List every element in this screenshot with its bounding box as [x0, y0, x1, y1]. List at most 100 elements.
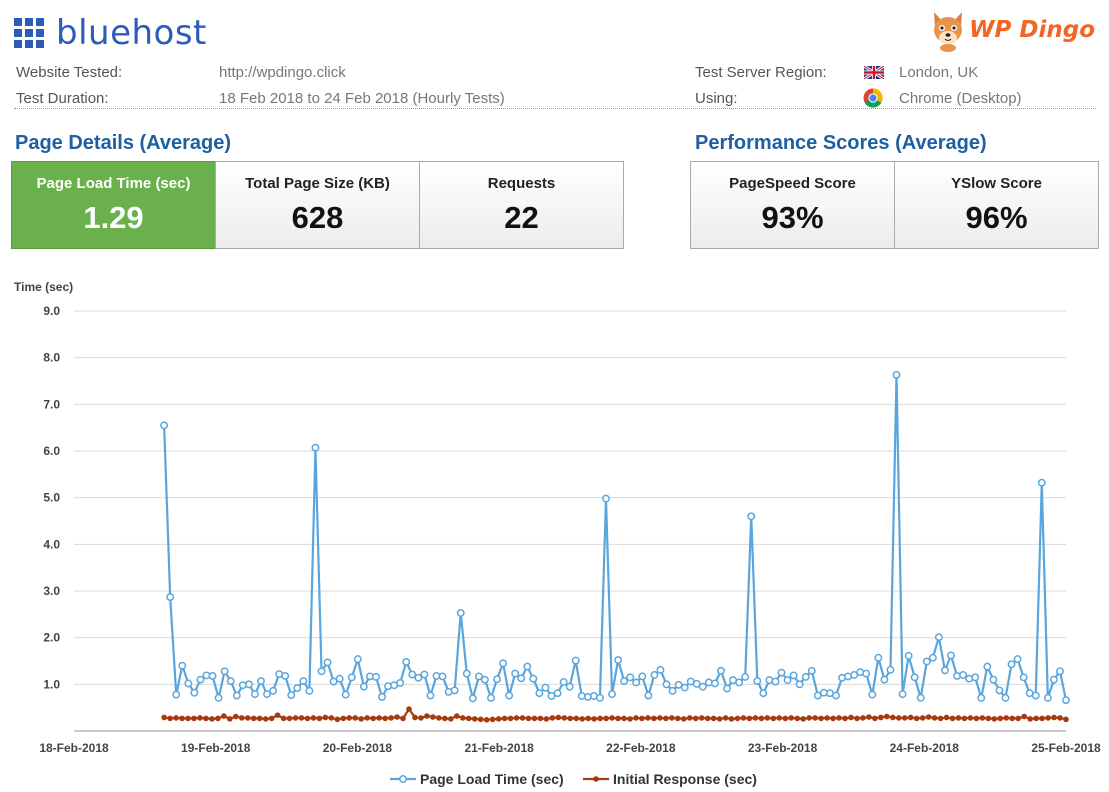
- data-point: [537, 715, 544, 722]
- data-point: [783, 676, 792, 685]
- data-point: [603, 715, 609, 722]
- data-point: [728, 716, 735, 722]
- data-point: [340, 715, 347, 722]
- y-tick-label: 9.0: [43, 304, 60, 318]
- data-point: [947, 651, 955, 660]
- data-point: [710, 679, 719, 688]
- data-point: [465, 715, 472, 722]
- data-point: [430, 714, 436, 720]
- data-point: [880, 675, 889, 684]
- data-point: [1033, 715, 1039, 722]
- data-point: [595, 693, 604, 702]
- data-point: [316, 715, 323, 722]
- data-point: [402, 657, 411, 666]
- data-point: [424, 713, 430, 719]
- data-point: [910, 673, 919, 682]
- card-label: Total Page Size (KB): [245, 175, 390, 192]
- x-tick-label: 21-Feb-2018: [464, 741, 534, 755]
- data-point: [517, 674, 526, 683]
- data-point: [824, 715, 830, 721]
- data-point: [505, 691, 514, 700]
- data-point: [388, 715, 394, 721]
- data-point: [559, 678, 568, 686]
- data-point: [913, 715, 920, 722]
- data-point: [346, 715, 353, 721]
- data-point: [525, 715, 532, 722]
- data-point: [668, 686, 677, 695]
- data-point: [412, 714, 418, 721]
- data-point: [925, 714, 932, 720]
- data-point: [937, 715, 944, 722]
- card-value: 96%: [965, 200, 1028, 235]
- data-point: [474, 672, 483, 681]
- data-point: [995, 686, 1004, 695]
- test-duration-label: Test Duration:: [16, 90, 109, 107]
- x-tick-label: 20-Feb-2018: [323, 741, 393, 755]
- y-tick-label: 7.0: [43, 397, 60, 411]
- data-point: [961, 715, 968, 722]
- data-point: [573, 715, 580, 722]
- data-point: [555, 714, 562, 721]
- data-point: [621, 715, 627, 722]
- data-point: [328, 715, 335, 721]
- data-point: [717, 666, 725, 675]
- data-point: [334, 716, 341, 723]
- data-point: [287, 691, 296, 700]
- data-point: [250, 715, 257, 722]
- load-time-chart: Time (sec) 9.0 8.0 7.0 6.0 5.0 4.0 3.0 2.0 1.0 1…: [14, 280, 1101, 787]
- data-point: [680, 716, 687, 722]
- data-point: [734, 715, 741, 722]
- data-point: [615, 715, 621, 722]
- brand-name: bluehost: [56, 13, 207, 53]
- data-point: [1049, 675, 1058, 684]
- data-point: [862, 669, 871, 678]
- card-label: YSlow Score: [951, 175, 1042, 192]
- data-point: [692, 715, 699, 722]
- data-point: [535, 689, 544, 698]
- data-point: [638, 672, 647, 681]
- data-point: [161, 714, 167, 721]
- card-value: 22: [504, 200, 539, 235]
- data-point: [657, 715, 663, 721]
- legend-marker: [593, 776, 599, 782]
- data-point: [830, 715, 836, 722]
- data-point: [280, 715, 287, 722]
- data-point: [477, 716, 484, 723]
- y-tick-label: 4.0: [43, 537, 60, 551]
- data-point: [311, 443, 320, 452]
- data-point: [483, 717, 490, 723]
- data-point: [854, 715, 860, 722]
- data-point: [208, 671, 217, 680]
- website-tested-value: http://wpdingo.click: [219, 64, 346, 81]
- data-point: [322, 714, 329, 721]
- data-point: [214, 693, 223, 702]
- data-point: [436, 715, 442, 721]
- data-point: [764, 715, 771, 721]
- data-point: [1015, 715, 1022, 722]
- data-point: [221, 713, 227, 719]
- data-point: [329, 677, 338, 686]
- data-point: [943, 714, 950, 721]
- data-point: [561, 715, 568, 721]
- data-point: [347, 673, 356, 682]
- data-point: [531, 715, 538, 722]
- data-point: [698, 682, 707, 691]
- data-point: [977, 693, 986, 702]
- data-point: [895, 715, 902, 721]
- data-point: [394, 714, 400, 720]
- data-point: [426, 691, 435, 700]
- page-details-title: Page Details (Average): [15, 132, 232, 154]
- data-point: [376, 715, 382, 721]
- data-point: [680, 683, 689, 692]
- data-point: [459, 715, 466, 721]
- data-point: [710, 715, 717, 722]
- data-point: [250, 690, 259, 699]
- data-point: [1031, 691, 1040, 700]
- page-size-card: Total Page Size (KB) 628: [215, 161, 420, 249]
- data-point: [758, 715, 765, 722]
- y-tick-label: 6.0: [43, 444, 60, 458]
- data-point: [414, 673, 423, 682]
- data-point: [928, 653, 937, 662]
- data-point: [626, 673, 635, 682]
- data-point: [813, 691, 822, 700]
